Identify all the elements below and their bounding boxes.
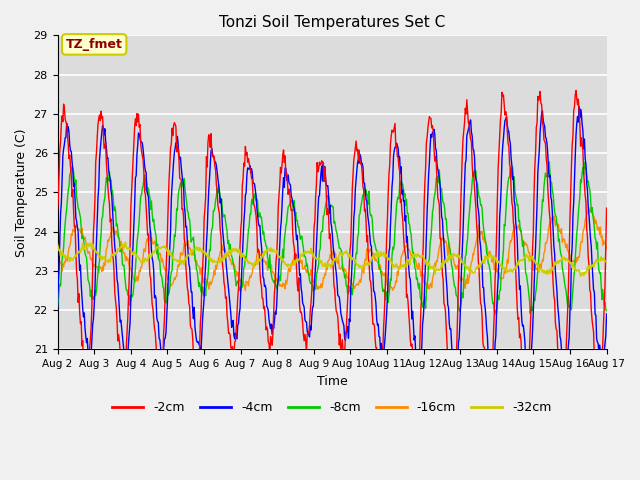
Line: -2cm: -2cm [58, 91, 607, 396]
-2cm [205, 132, 212, 138]
-8cm [603, 308, 611, 313]
X-axis label: Time: Time [317, 374, 348, 387]
-4cm [205, 188, 212, 193]
-32cm [63, 254, 71, 260]
-8cm [63, 197, 71, 203]
-32cm [399, 264, 407, 270]
-32cm [54, 241, 61, 247]
Line: -8cm: -8cm [58, 162, 607, 314]
-32cm [177, 257, 184, 263]
-8cm [120, 262, 128, 268]
-2cm [415, 360, 422, 366]
Line: -16cm: -16cm [58, 208, 607, 292]
Legend: -2cm, -4cm, -8cm, -16cm, -32cm: -2cm, -4cm, -8cm, -16cm, -32cm [108, 396, 557, 420]
-2cm [54, 207, 61, 213]
-32cm [577, 273, 584, 279]
-8cm [415, 286, 422, 291]
-16cm [120, 250, 128, 255]
-8cm [54, 304, 61, 310]
-32cm [120, 245, 128, 251]
Title: Tonzi Soil Temperatures Set C: Tonzi Soil Temperatures Set C [219, 15, 445, 30]
-16cm [385, 289, 393, 295]
-16cm [399, 248, 407, 253]
-16cm [585, 205, 593, 211]
-8cm [176, 184, 184, 190]
-2cm [176, 175, 184, 181]
-8cm [399, 182, 406, 188]
-8cm [545, 159, 553, 165]
-4cm [399, 187, 406, 193]
-16cm [54, 252, 61, 258]
Text: TZ_fmet: TZ_fmet [66, 38, 123, 51]
-8cm [492, 311, 499, 317]
-4cm [575, 104, 583, 109]
-2cm [572, 88, 580, 94]
-2cm [399, 216, 406, 221]
Line: -4cm: -4cm [58, 107, 607, 381]
-4cm [561, 378, 569, 384]
-2cm [120, 362, 128, 368]
-2cm [603, 205, 611, 211]
-16cm [415, 263, 423, 268]
-4cm [54, 307, 61, 312]
-8cm [205, 262, 212, 267]
-32cm [205, 257, 213, 263]
-32cm [415, 254, 423, 260]
-16cm [603, 246, 611, 252]
-4cm [415, 358, 422, 363]
-4cm [176, 156, 184, 162]
-16cm [63, 258, 71, 264]
-32cm [603, 259, 611, 265]
Y-axis label: Soil Temperature (C): Soil Temperature (C) [15, 128, 28, 257]
-16cm [176, 261, 184, 267]
-16cm [205, 286, 212, 292]
-2cm [522, 393, 530, 399]
-4cm [63, 129, 71, 135]
-2cm [63, 133, 71, 139]
Line: -32cm: -32cm [58, 242, 607, 276]
-4cm [603, 311, 611, 317]
-32cm [122, 240, 129, 245]
-4cm [120, 349, 128, 355]
